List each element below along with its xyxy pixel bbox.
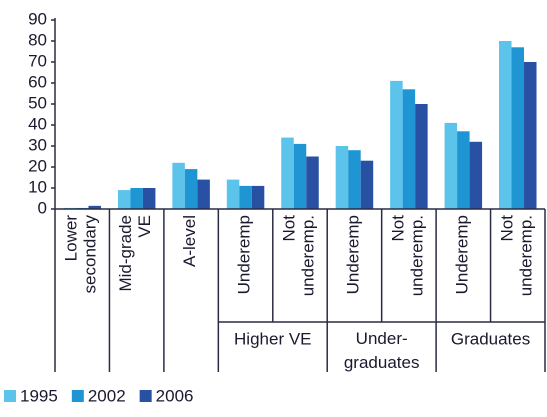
legend-swatch — [139, 390, 152, 402]
bar — [281, 137, 294, 209]
x-tick-label: Notunderemp. — [280, 215, 318, 297]
bar — [184, 169, 198, 209]
y-tick-label: 10 — [28, 177, 47, 196]
bar — [469, 141, 483, 209]
legend-swatch — [4, 390, 16, 402]
y-tick-label: 50 — [28, 93, 47, 112]
bar — [239, 185, 252, 209]
bar — [197, 179, 210, 209]
bar — [293, 143, 307, 209]
legend-label: 2002 — [88, 386, 126, 405]
bar — [251, 185, 265, 209]
bar — [415, 104, 428, 209]
y-tick-label: 40 — [28, 114, 47, 133]
bar — [511, 47, 525, 209]
bar — [524, 62, 537, 209]
bar — [390, 80, 403, 210]
bar — [335, 146, 349, 209]
bar — [457, 131, 470, 209]
y-tick-label: 80 — [28, 30, 47, 49]
x-tick-label: Underemp — [344, 215, 363, 294]
bar — [499, 41, 512, 209]
legend-swatch — [71, 390, 84, 402]
x-tick-label: Notunderemp. — [389, 215, 427, 297]
x-tick-label: Mid-gradeVE — [117, 215, 155, 292]
y-tick-label: 90 — [28, 9, 47, 28]
x-tick-label: A-level — [181, 215, 200, 267]
bar — [226, 179, 240, 209]
bar — [172, 162, 185, 209]
bar — [130, 188, 143, 209]
group-label: Graduates — [451, 329, 530, 348]
bar — [88, 205, 101, 209]
bar — [117, 190, 131, 209]
bar — [402, 89, 416, 209]
x-tick-label: Underemp — [235, 215, 254, 294]
group-label: Under-graduates — [344, 329, 420, 372]
bar — [306, 156, 319, 209]
y-tick-label: 20 — [28, 156, 47, 175]
bar — [348, 150, 361, 209]
bar — [444, 122, 458, 209]
y-tick-label: 60 — [28, 72, 47, 91]
y-tick-label: 0 — [38, 198, 47, 217]
bar — [142, 188, 156, 209]
y-tick-label: 30 — [28, 135, 47, 154]
legend-label: 1995 — [20, 386, 58, 405]
legend-label: 2006 — [156, 386, 194, 405]
y-tick-label: 70 — [28, 51, 47, 70]
x-tick-label: Notunderemp. — [498, 215, 536, 297]
group-label: Higher VE — [234, 329, 311, 348]
bar — [360, 160, 374, 209]
x-tick-label: Underemp — [453, 215, 472, 294]
x-tick-label: Lowersecondary — [62, 215, 100, 294]
